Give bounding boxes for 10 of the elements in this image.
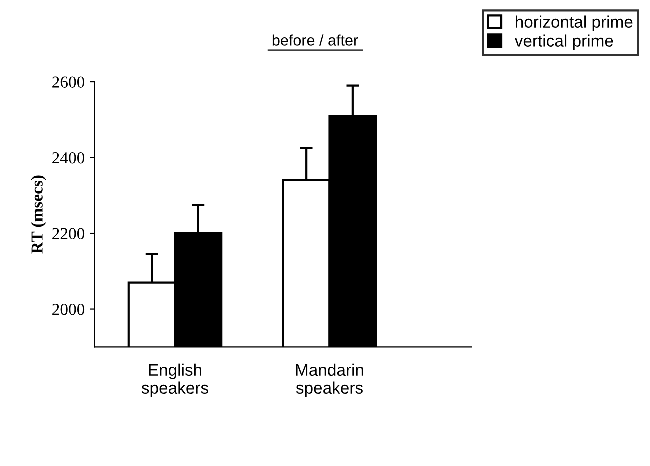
- y-axis-title: RT (msecs): [31, 176, 46, 254]
- y-tick-label: 2000: [52, 304, 85, 316]
- y-tick-label: 2400: [52, 152, 85, 164]
- x-tick-label: Mandarin speakers: [296, 364, 364, 398]
- legend-label: horizontal prime: [516, 16, 633, 32]
- y-tick-label: 2200: [52, 228, 85, 240]
- y-tick-label: 2600: [52, 76, 85, 88]
- legend-label: vertical prime: [514, 34, 614, 50]
- x-tick-label: English speakers: [142, 364, 208, 398]
- text: before / after: [272, 34, 358, 46]
